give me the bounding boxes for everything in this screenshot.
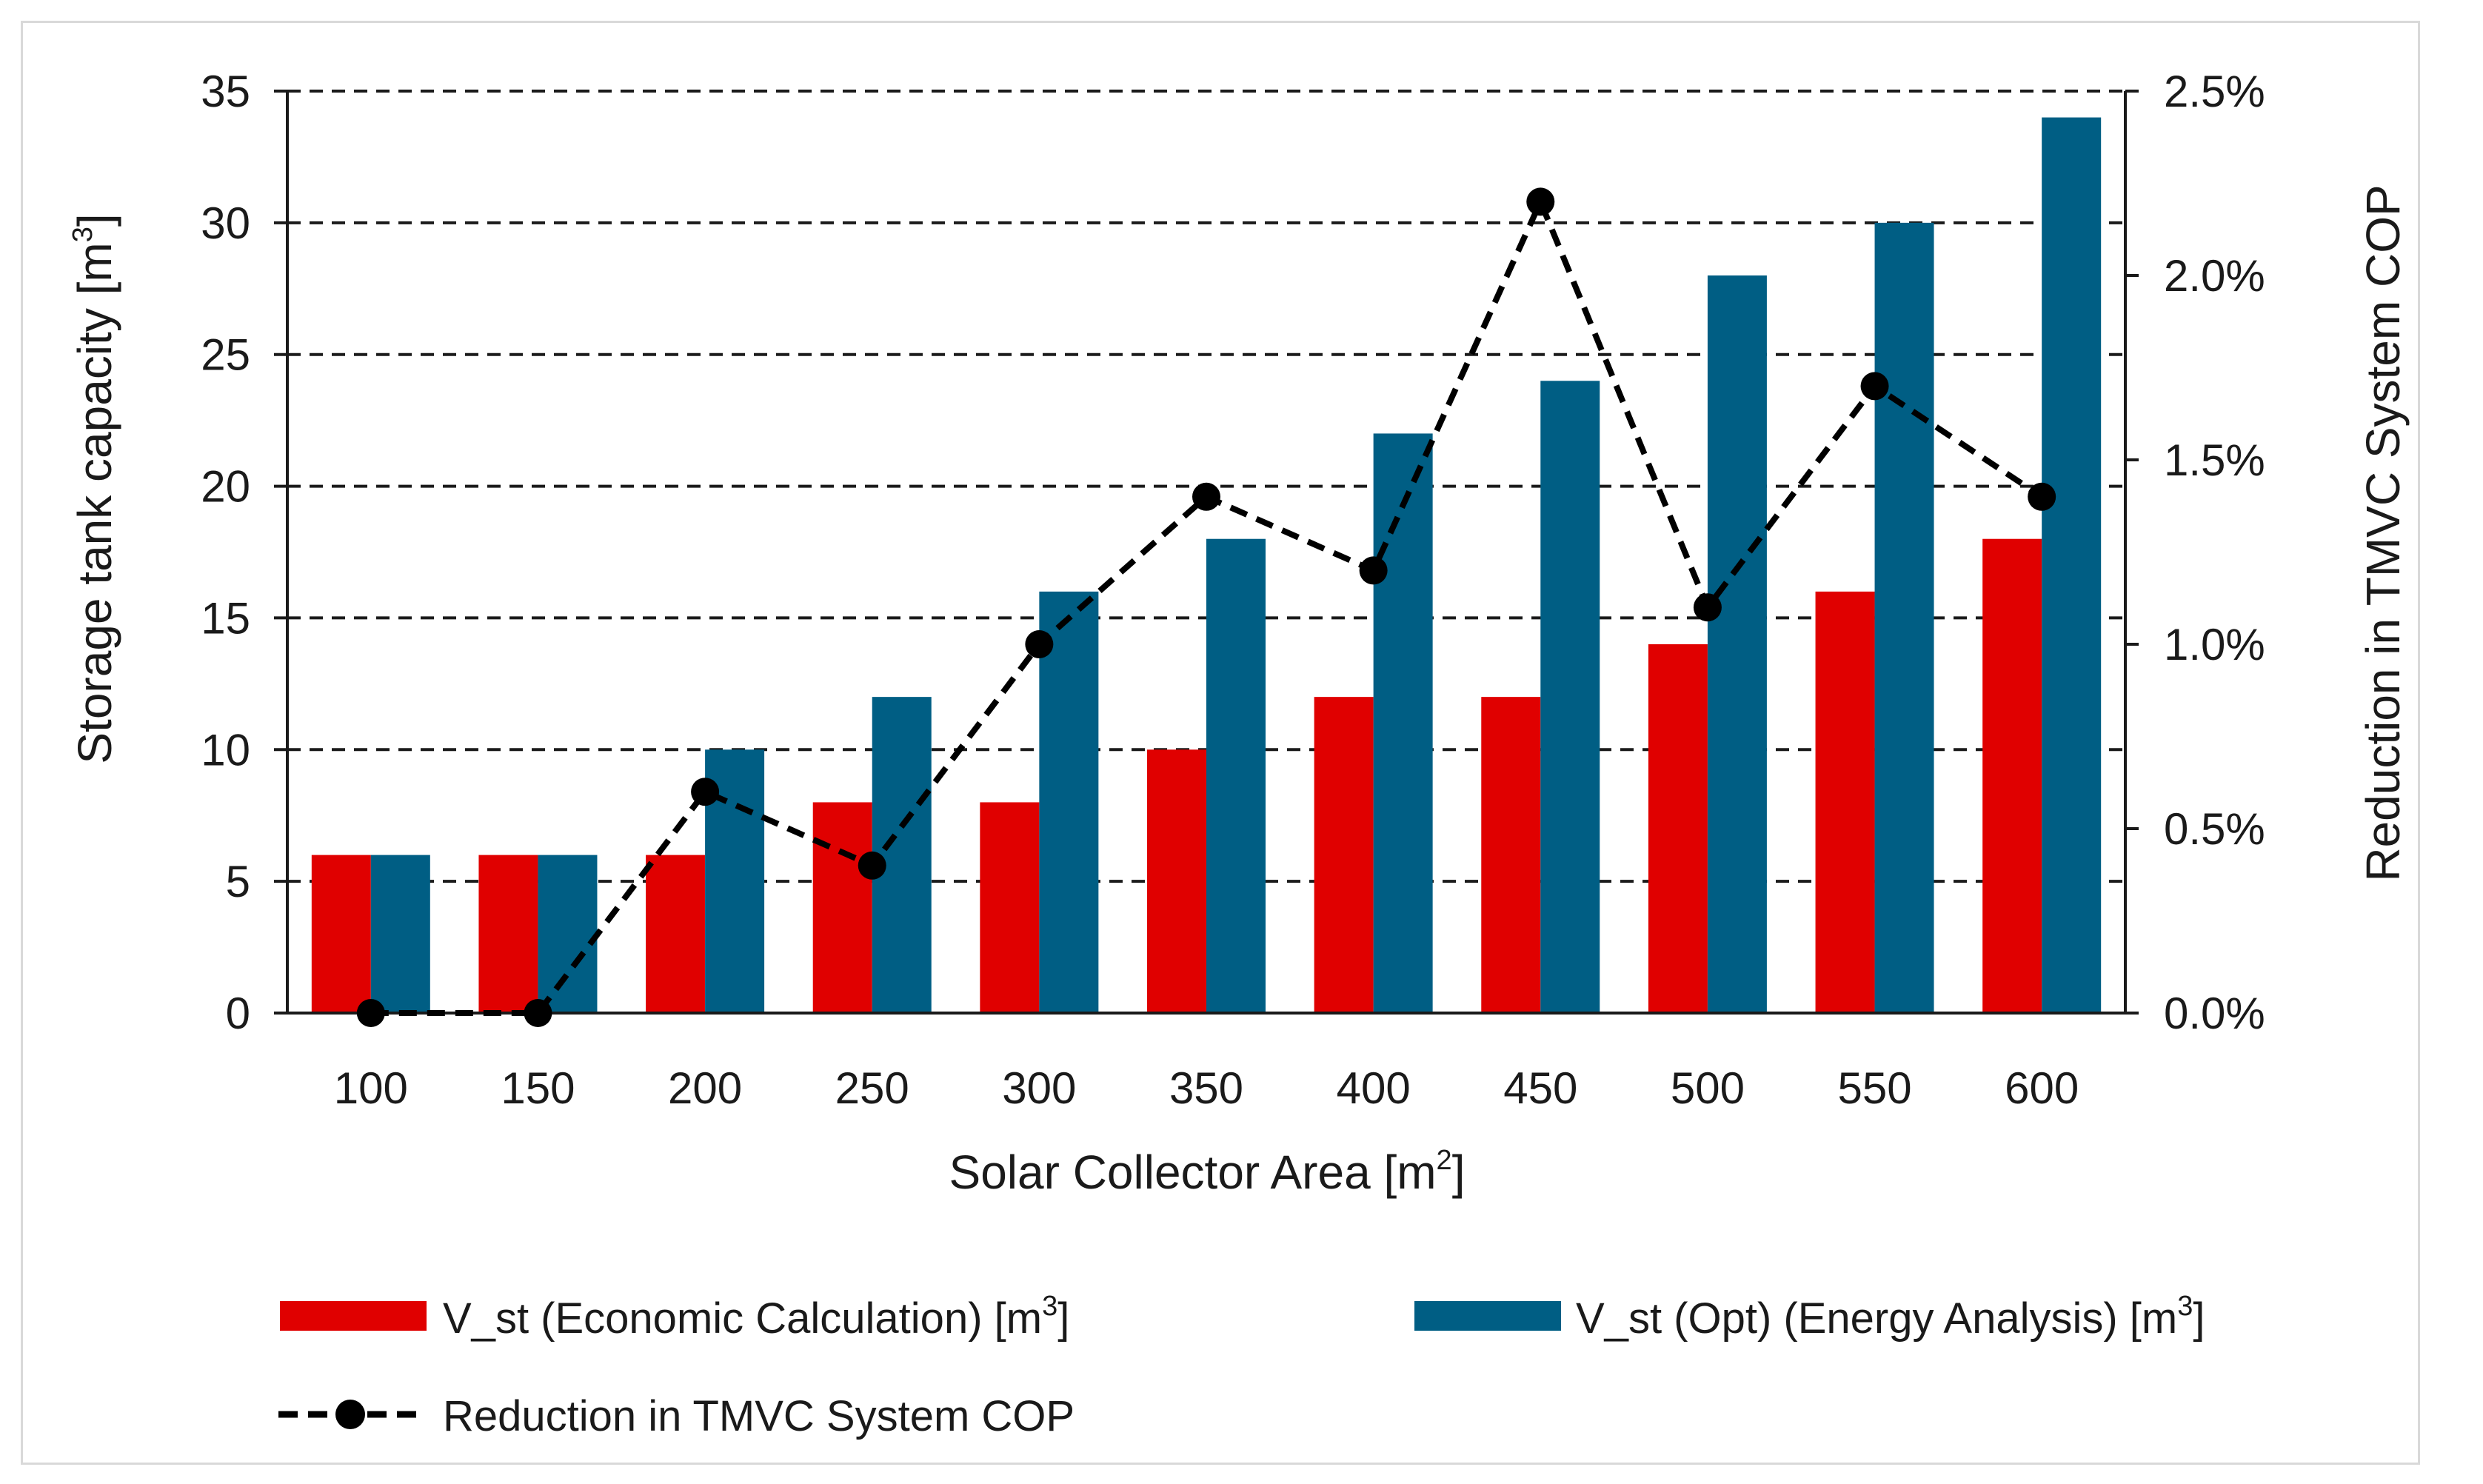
- axes: [274, 90, 2139, 1015]
- cop-point: [1693, 593, 1722, 622]
- legend-label-opt: V_st (Opt) (Energy Analysis) [m3]: [1576, 1291, 2205, 1343]
- x-tick-label: 250: [835, 1063, 909, 1113]
- cop-point: [1526, 187, 1555, 216]
- y2-tick-label: 2.5%: [2164, 67, 2265, 116]
- x-tick-label: 100: [334, 1063, 408, 1113]
- y-tick-label: 20: [201, 462, 250, 512]
- x-tick-label: 400: [1337, 1063, 1411, 1113]
- x-tick-label: 300: [1002, 1063, 1076, 1113]
- bar-opt: [1540, 381, 1600, 1013]
- bar-economic: [1815, 591, 1875, 1013]
- cop-point: [356, 999, 385, 1027]
- y-tick-label: 30: [201, 198, 250, 248]
- bar-opt: [1206, 538, 1266, 1013]
- y2-tick-label: 1.0%: [2164, 620, 2265, 669]
- x-tick-label: 150: [501, 1063, 575, 1113]
- bar-opt: [370, 855, 430, 1013]
- bar-economic: [1147, 749, 1206, 1013]
- y-tick-label: 0: [226, 989, 250, 1038]
- bar-opt: [872, 697, 932, 1013]
- y-tick-label: 5: [226, 857, 250, 906]
- bar-economic: [311, 855, 371, 1013]
- x-tick-label: 200: [668, 1063, 742, 1113]
- y-tick-label: 35: [201, 67, 250, 116]
- cop-point: [524, 999, 552, 1027]
- legend-swatch-opt: [1414, 1301, 1561, 1331]
- cop-point: [1359, 556, 1388, 585]
- bar-economic: [478, 855, 538, 1013]
- bar-opt: [1874, 222, 1934, 1013]
- bar-opt: [1373, 433, 1433, 1013]
- x-axis-title: Solar Collector Area [m2]: [949, 1145, 1466, 1199]
- bar-economic: [1481, 697, 1541, 1013]
- legend-label-cop: Reduction in TMVC System COP: [443, 1392, 1075, 1440]
- cop-point: [858, 851, 886, 880]
- bar-economic: [812, 802, 872, 1013]
- bar-series: [311, 117, 2102, 1014]
- x-tick-label: 450: [1503, 1063, 1577, 1113]
- legend-marker-cop: [335, 1400, 365, 1429]
- x-tick-label: 550: [1837, 1063, 1911, 1113]
- y-tick-label: 10: [201, 725, 250, 775]
- y2-tick-label: 1.5%: [2164, 435, 2265, 485]
- cop-point: [1860, 372, 1889, 401]
- y2-tick-label: 0.5%: [2164, 804, 2265, 854]
- cop-point: [691, 778, 720, 806]
- y-tick-label: 15: [201, 593, 250, 643]
- bar-economic: [1314, 697, 1374, 1013]
- cop-point: [1192, 482, 1220, 511]
- bar-opt: [1707, 275, 1767, 1013]
- line-series: [356, 187, 2056, 1027]
- legend: V_st (Economic Calculation) [m3] V_st (O…: [278, 1291, 2205, 1440]
- x-tick-label: 600: [2005, 1063, 2079, 1113]
- y2-tick-label: 0.0%: [2164, 989, 2265, 1038]
- y2-axis-title: Reduction in TMVC System COP: [2356, 184, 2410, 881]
- legend-swatch-economic: [280, 1301, 427, 1331]
- y-axis-title: Storage tank capacity [m3]: [67, 213, 121, 763]
- bar-economic: [646, 855, 706, 1013]
- bar-opt: [1039, 591, 1099, 1013]
- bar-economic: [980, 802, 1040, 1013]
- x-tick-label: 500: [1671, 1063, 1745, 1113]
- cop-point: [2028, 482, 2056, 511]
- x-tick-label: 350: [1169, 1063, 1243, 1113]
- y2-tick-label: 2.0%: [2164, 251, 2265, 301]
- cop-point: [1025, 630, 1054, 658]
- bar-opt: [2042, 117, 2102, 1014]
- bar-economic: [1982, 538, 2042, 1013]
- bar-economic: [1648, 644, 1708, 1013]
- legend-label-economic: V_st (Economic Calculation) [m3]: [443, 1291, 1069, 1343]
- tick-labels: 0 5 10 15 20 25 30 35 0.0% 0.5% 1.0% 1.5% 2.0% 2.5% 10…: [201, 67, 2265, 1113]
- y-tick-label: 25: [201, 330, 250, 380]
- bar-opt: [538, 855, 598, 1013]
